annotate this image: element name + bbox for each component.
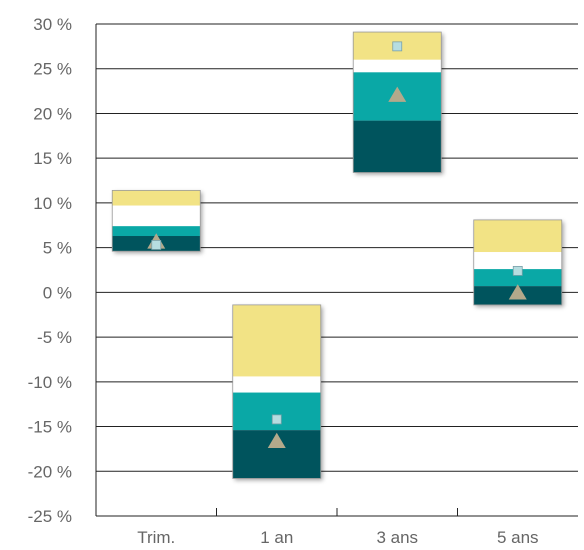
square-marker <box>271 414 282 425</box>
square-marker <box>151 240 162 250</box>
bar-band-2 <box>112 205 201 227</box>
bar-band-2 <box>353 59 442 73</box>
bar-border <box>473 219 563 306</box>
triangle-marker <box>267 432 286 449</box>
y-tick-label: 30 % <box>33 15 72 34</box>
bar-layer <box>111 31 563 479</box>
y-tick-label: -5 % <box>37 328 72 347</box>
range-bar-1 <box>232 304 322 479</box>
bar-border <box>232 304 322 479</box>
bar-border <box>352 31 442 173</box>
triangle-marker <box>508 284 527 300</box>
bar-band-1 <box>232 304 321 377</box>
y-tick-label: -10 % <box>28 373 72 392</box>
bar-band-1 <box>112 190 201 206</box>
square-marker <box>392 41 403 52</box>
bar-band-2 <box>232 376 321 393</box>
y-tick-label: -25 % <box>28 507 72 526</box>
bar-band-3 <box>112 226 201 237</box>
y-tick-label: 20 % <box>33 104 72 123</box>
bar-band-3 <box>232 392 321 431</box>
bar-band-1 <box>473 219 562 253</box>
x-tick-label: 1 an <box>260 528 293 547</box>
marker-layer <box>147 41 527 449</box>
bar-border <box>111 189 201 252</box>
x-tick-label: Trim. <box>137 528 175 547</box>
y-tick-label: 25 % <box>33 60 72 79</box>
x-tick-label: 5 ans <box>497 528 539 547</box>
bar-band-2 <box>473 252 562 270</box>
y-tick-label: 0 % <box>43 283 72 302</box>
square-marker <box>512 265 523 276</box>
x-axis-ticks: Trim. 1 an 3 ans 5 ans <box>137 528 538 547</box>
bar-band-4 <box>353 120 442 173</box>
y-axis-ticks: 30 % 25 % 20 % 15 % 10 % 5 % 0 % -5 % -10 % -15 %… <box>28 15 72 526</box>
y-tick-label: 10 % <box>33 194 72 213</box>
y-tick-label: -15 % <box>28 418 72 437</box>
x-tick-label: 3 ans <box>376 528 418 547</box>
y-tick-label: -20 % <box>28 462 72 481</box>
range-bar-2 <box>352 31 442 173</box>
triangle-marker <box>388 86 407 102</box>
y-tick-label: 15 % <box>33 149 72 168</box>
y-tick-label: 5 % <box>43 239 72 258</box>
bar-band-3 <box>473 269 562 287</box>
